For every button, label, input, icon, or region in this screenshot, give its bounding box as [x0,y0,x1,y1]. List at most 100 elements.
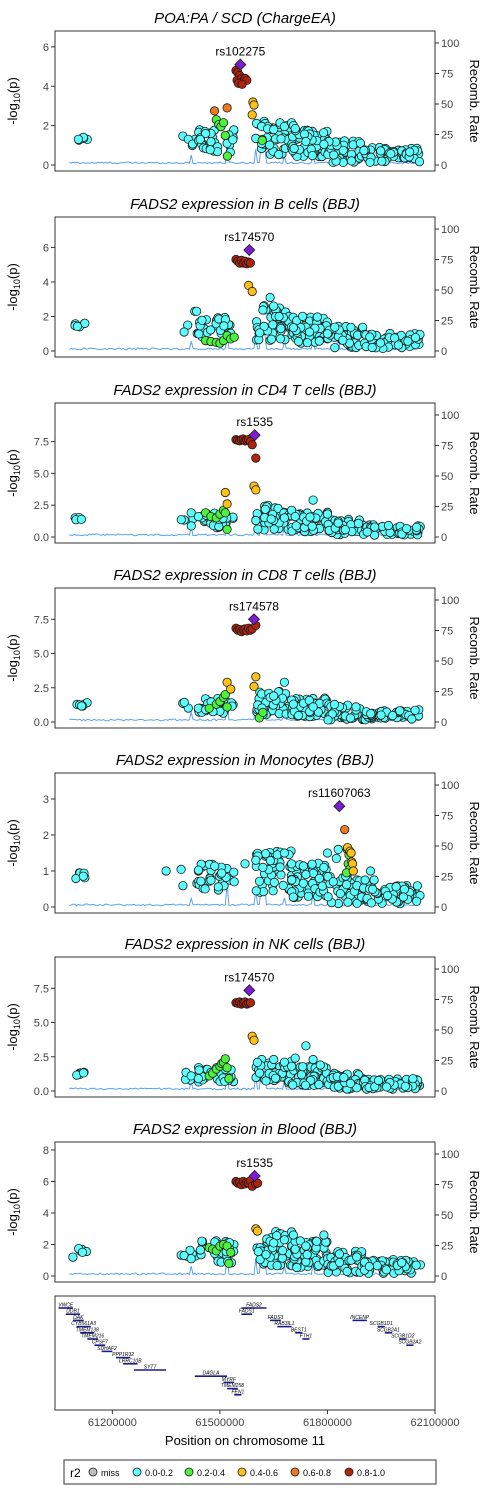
snp-point [249,1035,259,1045]
snp-point [255,1255,265,1265]
snp-point [259,321,269,331]
lead-snp-marker [234,58,247,71]
lead-snp-label: rs102275 [215,45,265,59]
snp-point [314,336,324,346]
snp-point [296,1070,307,1080]
panel-2: FADS2 expression in B cells (BBJ) 0 2 4 6 0 25… [5,196,482,358]
y2-tick-label: 75 [441,441,453,453]
snp-point [289,143,299,154]
snp-point [303,891,313,901]
snp-point [293,336,304,347]
y2-tick-label: 100 [441,595,459,607]
panel-5: FADS2 expression in Monocytes (BBJ) 0 1 2 3 0… [5,752,482,914]
snp-point [301,136,311,146]
snp-point [274,311,284,322]
snp-point [307,521,317,531]
points-r2-0.2-0.4 [201,330,239,348]
snp-point [411,896,422,906]
y2-axis-label: Recomb. Rate [467,801,482,884]
snp-point [200,884,210,894]
y2-tick-label: 100 [441,38,459,50]
y-tick-label: 0 [43,346,49,358]
gene-label: RAB3IL1 [274,1321,294,1327]
snp-point [405,147,415,157]
y-tick-label: 0.0 [34,1086,49,1098]
snp-point [179,697,189,708]
snp-point [213,882,223,892]
snp-point [68,1252,78,1262]
y-axis-label: -log10(p) [5,1188,22,1236]
y-tick-label: 4 [43,81,49,93]
gene-label: TMEM258 [221,1383,244,1389]
snp-point [268,886,278,896]
gene-label: SCGB2A2 [398,1340,421,1346]
snp-point [193,1074,203,1084]
association-panels: POA:PA / SCD (ChargeEA)02460255075100-lo… [5,10,482,1283]
y2-tick-label: 75 [441,811,453,823]
snp-point [279,677,289,687]
snp-point [335,888,345,899]
snp-point [210,861,220,871]
snp-point [338,335,348,345]
x-tick-label: 61500000 [195,1417,244,1429]
snp-point [314,873,324,884]
y-tick-label: 2 [43,311,49,323]
y-tick-label: 2.5 [34,1052,49,1064]
lead-snp-marker [248,429,261,442]
snp-point [345,1078,356,1089]
gene-label: SCGB2A1 [377,1327,400,1333]
snp-point [290,511,300,522]
gene-label: VWCE [58,1303,74,1309]
snp-point [290,124,300,134]
snp-point [186,521,196,531]
lead-snp-marker [243,243,256,257]
x-axis-label: Position on chromosome 11 [165,1433,325,1448]
snp-point [334,1249,344,1259]
panel-4: FADS2 expression in CD8 T cells (BBJ) 0.0… [5,567,482,729]
y-tick-label: 2 [43,830,49,842]
y2-tick-label: 50 [441,471,453,483]
snp-point [261,1250,271,1260]
snp-point [186,1254,196,1264]
points-r2-0.8-1.0 [231,997,255,1009]
y-tick-label: 7.5 [34,437,49,449]
snp-point [362,527,372,537]
snp-point [253,524,263,534]
snp-point [298,1062,308,1072]
snp-point [401,523,412,534]
snp-point [287,875,297,885]
lead-snp-marker [248,1169,261,1183]
snp-point [348,866,358,876]
snp-point [314,1080,324,1090]
points-r2-0.0-0.2 [70,495,425,540]
snp-point [312,312,322,322]
snp-point [247,286,257,297]
snp-point [286,1061,297,1071]
snp-point [291,521,301,531]
y2-tick-label: 0 [441,532,447,544]
y2-tick-label: 0 [441,902,447,914]
snp-point [290,1053,300,1063]
snp-point [222,1063,232,1073]
snp-point [308,1054,318,1065]
legend-title: r2 [70,1466,81,1480]
snp-point [251,453,261,463]
points-r2-0.4-0.6 [244,280,257,297]
snp-point [408,1074,418,1084]
snp-point [258,305,268,315]
snp-point [364,1261,374,1272]
snp-point [372,1261,382,1271]
snp-point [222,103,232,113]
legend-item-0.6-0.8: 0.6-0.8 [290,1467,331,1478]
gene-label: SCGB1D1 [370,1321,394,1327]
snp-point [365,157,375,167]
lead-snp-marker [247,613,261,626]
snp-point [272,1261,282,1271]
snp-point [352,1252,362,1262]
snp-point [370,522,380,532]
snp-point [319,1230,329,1240]
snp-point [229,877,239,887]
y-axis-label: -log10(p) [5,449,22,497]
points-r2-0.8-1.0 [231,1176,263,1191]
snp-point [308,702,318,712]
